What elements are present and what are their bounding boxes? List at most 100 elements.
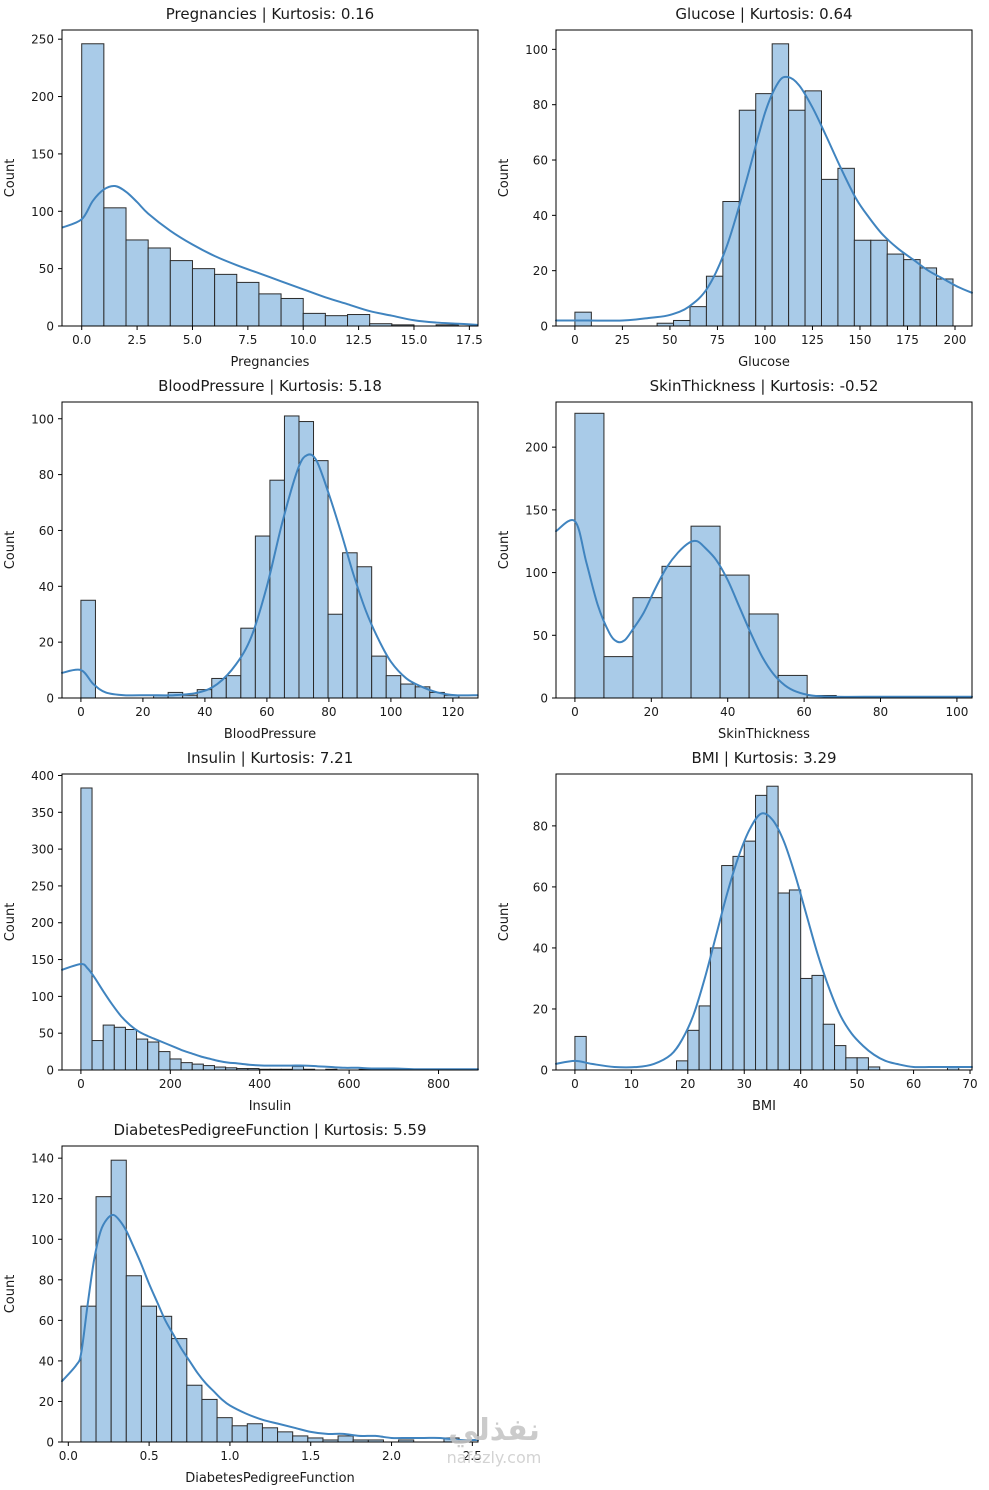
histogram-bars bbox=[574, 412, 953, 699]
histogram-bar bbox=[845, 1057, 858, 1071]
chart-title: SkinThickness | Kurtosis: -0.52 bbox=[650, 377, 879, 395]
histogram-bar bbox=[853, 239, 872, 327]
histogram-bar bbox=[202, 1065, 215, 1071]
x-tick-label: 40 bbox=[720, 705, 735, 719]
histogram-bar bbox=[327, 613, 344, 699]
subplot-bmi: 0 10 20 30 40 50 60 70 0 20 40 60 80 BMI | Kurtosis: … bbox=[494, 744, 989, 1116]
y-axis-label: Count bbox=[3, 159, 18, 198]
y-tick-label: 60 bbox=[533, 880, 548, 894]
histogram-bar bbox=[574, 1035, 587, 1071]
subplot-insulin: 0 200 400 600 800 0 50 100 150 200 250 300 350 400 Ins… bbox=[0, 744, 494, 1116]
y-tick-label: 200 bbox=[31, 916, 54, 930]
x-tick-label: 400 bbox=[248, 1077, 271, 1091]
histogram-bar bbox=[283, 415, 300, 699]
y-tick-label: 100 bbox=[31, 205, 54, 219]
x-tick-label: 0 bbox=[77, 1077, 85, 1091]
y-tick-label: 100 bbox=[31, 412, 54, 426]
y-tick-label: 50 bbox=[39, 1027, 54, 1041]
x-tick-label: 100 bbox=[753, 333, 776, 347]
y-tick-label: 200 bbox=[31, 90, 54, 104]
histogram-bar bbox=[811, 974, 824, 1071]
chart-title: Pregnancies | Kurtosis: 0.16 bbox=[166, 5, 374, 23]
histogram-bar bbox=[258, 293, 282, 327]
y-tick-label: 0 bbox=[46, 320, 54, 334]
kde-curve bbox=[555, 519, 973, 698]
plot-border bbox=[61, 773, 479, 1071]
histogram-bar bbox=[919, 267, 938, 327]
histogram-bar bbox=[269, 479, 285, 699]
histogram-bar bbox=[574, 311, 592, 327]
histogram-bar bbox=[755, 93, 773, 327]
histogram-bar bbox=[689, 306, 707, 327]
histogram-bar bbox=[95, 1196, 112, 1443]
histogram-bar bbox=[856, 1057, 869, 1071]
x-tick-label: 10.0 bbox=[290, 333, 317, 347]
x-tick-label: 5.0 bbox=[183, 333, 202, 347]
histogram-bar bbox=[603, 656, 634, 699]
x-tick-label: 30 bbox=[737, 1077, 752, 1091]
chart-title: Glucose | Kurtosis: 0.64 bbox=[675, 5, 852, 23]
histogram-bar bbox=[800, 977, 813, 1071]
histogram-bar bbox=[191, 268, 216, 327]
x-tick-label: 80 bbox=[873, 705, 888, 719]
y-tick-label: 40 bbox=[39, 1354, 54, 1368]
histogram-bars bbox=[80, 415, 460, 699]
histogram-bar bbox=[214, 273, 238, 327]
histogram-bar bbox=[709, 947, 723, 1071]
x-axis-label: SkinThickness bbox=[718, 727, 810, 742]
x-tick-label: 70 bbox=[962, 1077, 977, 1091]
histogram-bar bbox=[261, 1427, 279, 1443]
x-tick-label: 40 bbox=[793, 1077, 808, 1091]
x-tick-label: 20 bbox=[680, 1077, 695, 1091]
histogram-bar bbox=[687, 1029, 700, 1071]
skinthickness-histogram-chart: 0 20 40 60 80 100 0 50 100 150 200 SkinThickness | … bbox=[497, 377, 973, 742]
x-tick-label: 0.5 bbox=[140, 1449, 159, 1463]
histogram-bar bbox=[136, 1038, 149, 1071]
histogram-bar bbox=[169, 1058, 182, 1071]
y-tick-label: 0 bbox=[46, 1064, 54, 1078]
histogram-bar bbox=[124, 1029, 138, 1071]
histogram-bar bbox=[788, 109, 806, 327]
histogram-bar bbox=[342, 552, 358, 699]
x-tick-label: 0.0 bbox=[72, 333, 91, 347]
empty-cell bbox=[494, 1116, 989, 1490]
histogram-bar bbox=[788, 889, 802, 1071]
histogram-bar bbox=[211, 677, 227, 699]
x-axis-label: BloodPressure bbox=[224, 727, 316, 742]
histogram-bar bbox=[125, 1275, 142, 1443]
y-tick-label: 60 bbox=[39, 524, 54, 538]
x-tick-label: 800 bbox=[427, 1077, 450, 1091]
kde-curve bbox=[555, 812, 973, 1069]
pregnancies-histogram-chart: 0.0 2.5 5.0 7.5 10.0 12.5 15.0 17.5 0 50 100 150 200… bbox=[3, 5, 483, 370]
histogram-bar bbox=[302, 312, 326, 327]
histogram-bar bbox=[771, 43, 790, 327]
plot-border bbox=[61, 29, 479, 327]
histogram-bar bbox=[307, 1437, 324, 1443]
x-tick-label: 1.0 bbox=[220, 1449, 239, 1463]
plot-border bbox=[555, 773, 973, 1071]
x-tick-label: 50 bbox=[849, 1077, 864, 1091]
y-tick-label: 20 bbox=[39, 1395, 54, 1409]
histogram-bar bbox=[147, 1041, 160, 1071]
histogram-bar bbox=[766, 785, 779, 1071]
x-tick-label: 7.5 bbox=[238, 333, 257, 347]
x-tick-label: 100 bbox=[379, 705, 402, 719]
histogram-bar bbox=[125, 239, 149, 327]
y-tick-label: 40 bbox=[533, 209, 548, 223]
plot-border bbox=[61, 1145, 479, 1443]
y-tick-label: 80 bbox=[533, 98, 548, 112]
histogram-bar bbox=[822, 1023, 836, 1071]
histogram-bar bbox=[324, 315, 349, 327]
kde-curve bbox=[61, 453, 479, 697]
insulin-histogram-chart: 0 200 400 600 800 0 50 100 150 200 250 300 350 400 Ins… bbox=[3, 749, 479, 1114]
histogram-bar bbox=[180, 1062, 193, 1071]
y-axis-label: Count bbox=[3, 531, 18, 570]
histogram-bar bbox=[147, 247, 171, 327]
y-tick-label: 300 bbox=[31, 843, 54, 857]
chart-title: DiabetesPedigreeFunction | Kurtosis: 5.5… bbox=[113, 1121, 426, 1139]
y-tick-label: 0 bbox=[540, 320, 548, 334]
histogram-bar bbox=[80, 787, 93, 1071]
histogram-bar bbox=[156, 1315, 173, 1443]
histogram-bar bbox=[158, 1051, 171, 1071]
